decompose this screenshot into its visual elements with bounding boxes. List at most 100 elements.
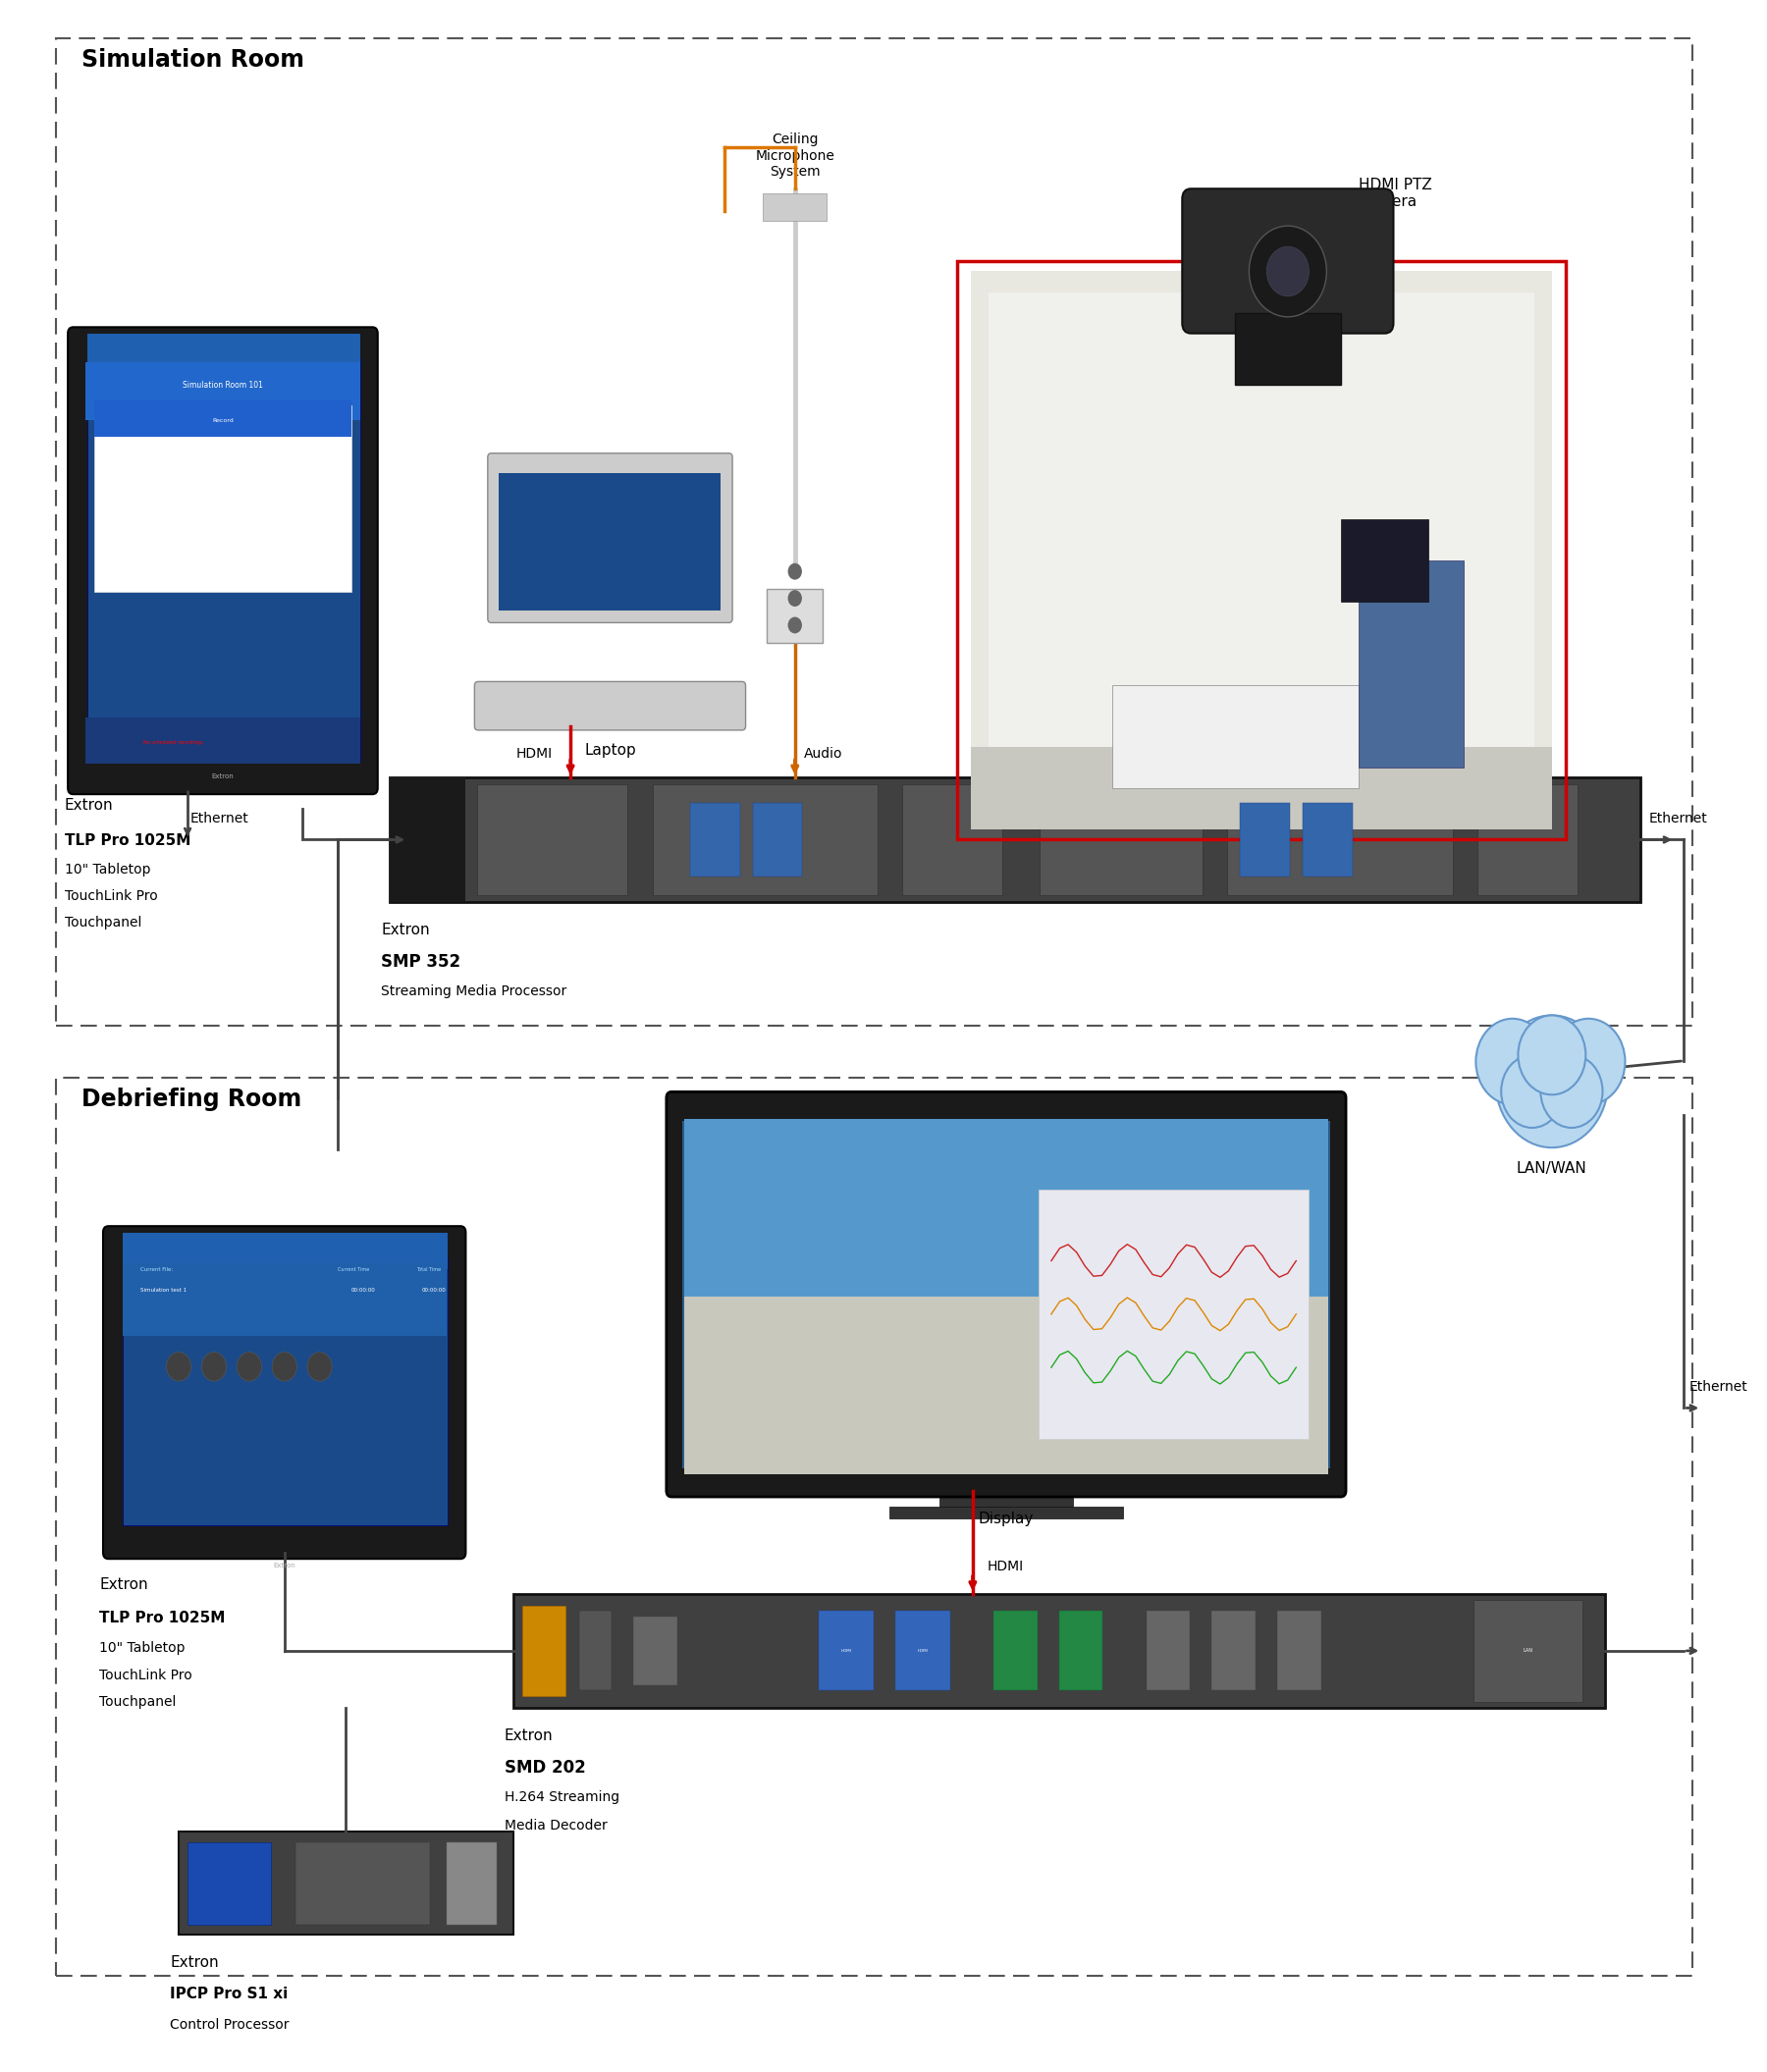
Circle shape	[237, 1353, 262, 1382]
Text: 00:00:00: 00:00:00	[352, 1287, 376, 1293]
Bar	[1359, 562, 1463, 767]
Text: No scheduled recordings: No scheduled recordings	[143, 740, 203, 746]
Bar	[580, 1612, 611, 1691]
Bar	[993, 1612, 1037, 1691]
Bar	[1477, 783, 1578, 895]
Text: Ethernet: Ethernet	[191, 812, 249, 827]
Bar	[122, 1233, 449, 1270]
FancyBboxPatch shape	[1182, 189, 1394, 334]
Bar	[684, 1297, 1329, 1473]
Bar	[1474, 1600, 1583, 1701]
Text: Laptop: Laptop	[585, 742, 636, 756]
Bar	[1041, 783, 1203, 895]
Circle shape	[788, 591, 802, 607]
Text: Extron: Extron	[382, 922, 429, 937]
Bar	[1341, 520, 1430, 603]
Bar	[94, 406, 352, 593]
Circle shape	[1541, 1055, 1603, 1127]
Bar	[652, 783, 878, 895]
Text: HDMI: HDMI	[1279, 748, 1315, 760]
Text: Touchpanel: Touchpanel	[99, 1695, 177, 1709]
Bar	[1240, 802, 1290, 876]
Circle shape	[166, 1353, 191, 1382]
Text: Debriefing Room: Debriefing Room	[81, 1088, 302, 1111]
Bar	[689, 802, 740, 876]
FancyBboxPatch shape	[67, 327, 378, 794]
Bar	[391, 777, 465, 901]
Text: SMD 202: SMD 202	[504, 1759, 585, 1778]
Circle shape	[1551, 1019, 1626, 1104]
Bar	[889, 1506, 1124, 1519]
Bar	[94, 400, 352, 437]
Circle shape	[1502, 1055, 1564, 1127]
Text: Simulation Room 101: Simulation Room 101	[182, 381, 263, 390]
Text: TouchLink Pro: TouchLink Pro	[64, 889, 157, 903]
Text: Media Decoder: Media Decoder	[504, 1819, 608, 1834]
Text: TouchLink Pro: TouchLink Pro	[99, 1668, 193, 1682]
Text: Ceiling
Microphone
System: Ceiling Microphone System	[755, 133, 834, 178]
Circle shape	[1267, 247, 1309, 296]
Text: TLP Pro 1025M: TLP Pro 1025M	[99, 1610, 226, 1624]
Bar	[1235, 313, 1341, 385]
Bar	[85, 717, 360, 762]
Text: Extron: Extron	[274, 1562, 295, 1569]
Text: Current Time: Current Time	[337, 1268, 369, 1272]
Text: 00:00:00: 00:00:00	[422, 1287, 447, 1293]
Bar	[122, 1264, 447, 1336]
Text: LAN/WAN: LAN/WAN	[1516, 1160, 1587, 1175]
Bar	[1278, 1612, 1322, 1691]
Text: HDMI: HDMI	[841, 1649, 852, 1653]
Bar	[55, 1077, 1693, 1977]
Text: Ethernet: Ethernet	[1649, 812, 1707, 827]
Bar	[970, 746, 1551, 829]
Text: Audio: Audio	[804, 748, 843, 760]
Text: Record: Record	[212, 419, 233, 423]
Text: LAN: LAN	[1523, 1649, 1534, 1653]
Bar	[521, 1606, 565, 1697]
Bar	[753, 802, 802, 876]
Bar	[477, 783, 627, 895]
Text: HDMI: HDMI	[986, 1560, 1023, 1573]
Bar	[1058, 1612, 1103, 1691]
Bar	[767, 588, 823, 644]
Text: 10" Tabletop: 10" Tabletop	[99, 1641, 186, 1656]
Bar	[940, 1490, 1073, 1506]
Circle shape	[307, 1353, 332, 1382]
Bar	[87, 334, 360, 371]
Text: 10" Tabletop: 10" Tabletop	[64, 862, 150, 876]
Circle shape	[1495, 1015, 1608, 1148]
Text: Current File:: Current File:	[140, 1268, 173, 1272]
Bar	[1228, 783, 1452, 895]
Text: H.264 Streaming: H.264 Streaming	[504, 1790, 620, 1805]
Bar	[187, 1842, 270, 1925]
Text: Extron: Extron	[64, 798, 113, 812]
Bar	[122, 1258, 449, 1525]
Polygon shape	[1076, 354, 1430, 383]
Circle shape	[1475, 1019, 1550, 1104]
Bar	[1147, 1612, 1189, 1691]
Text: HDMI: HDMI	[516, 748, 553, 760]
Bar	[295, 1842, 429, 1925]
Bar	[1039, 1189, 1309, 1438]
Bar	[970, 271, 1551, 829]
Bar	[1111, 684, 1359, 787]
Text: Extron: Extron	[212, 773, 233, 779]
Text: Simulation test 1: Simulation test 1	[140, 1287, 186, 1293]
Bar	[178, 1832, 512, 1935]
Text: IPCP Pro S1 xi: IPCP Pro S1 xi	[170, 1987, 288, 2002]
Text: Extron: Extron	[99, 1577, 148, 1591]
Text: TLP Pro 1025M: TLP Pro 1025M	[64, 833, 191, 847]
Bar	[87, 358, 360, 760]
Bar	[896, 1612, 951, 1691]
Text: Touchpanel: Touchpanel	[64, 916, 141, 930]
Bar	[818, 1612, 873, 1691]
Bar	[763, 193, 827, 220]
Circle shape	[201, 1353, 226, 1382]
Text: Streaming Media Processor: Streaming Media Processor	[382, 984, 567, 999]
Text: Simulation Room: Simulation Room	[81, 48, 304, 73]
Bar	[498, 474, 721, 611]
Bar	[1302, 802, 1352, 876]
Circle shape	[1249, 226, 1327, 317]
Bar	[1212, 1612, 1255, 1691]
Bar	[958, 261, 1566, 839]
